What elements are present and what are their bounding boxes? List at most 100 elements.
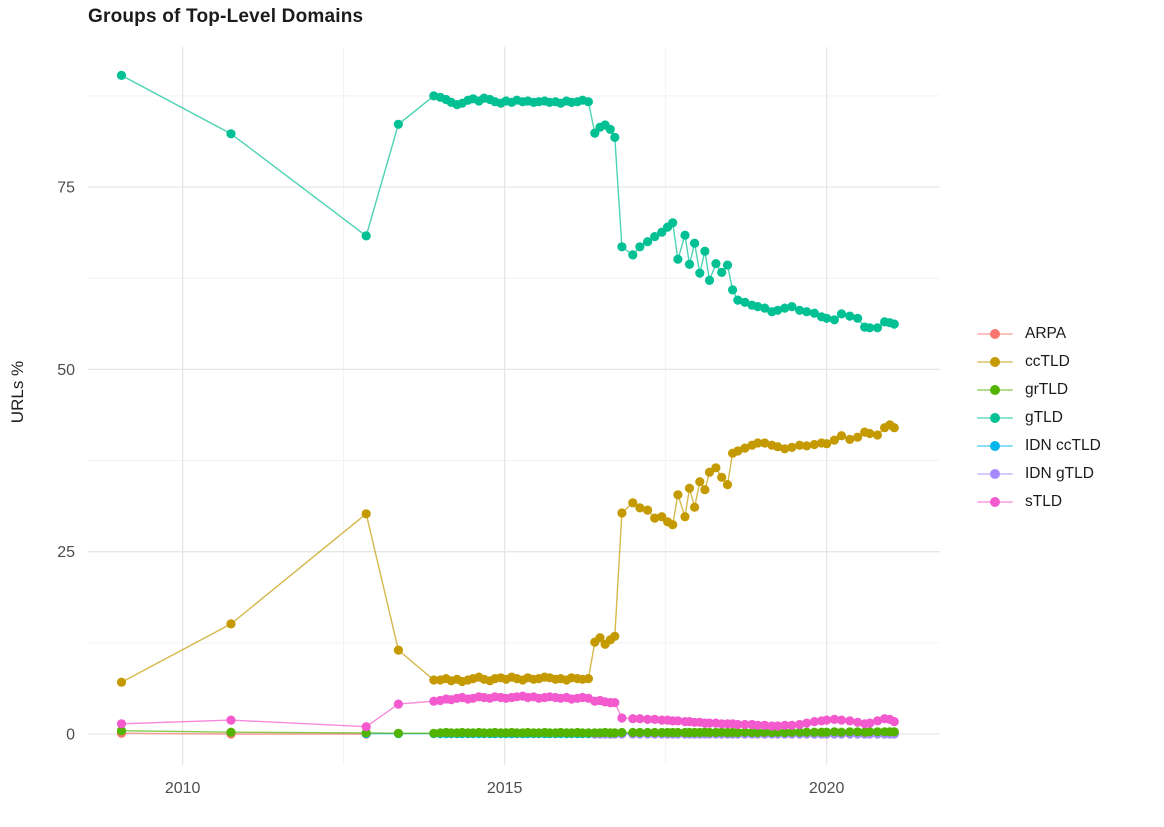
series-stld	[116, 691, 899, 732]
data-point-cctld	[711, 463, 721, 473]
data-point-gtld	[673, 254, 683, 264]
data-point-grtld	[393, 728, 403, 738]
data-point-stld	[787, 720, 797, 730]
series-gtld-line	[121, 74, 895, 329]
series-cctld-line	[121, 423, 895, 683]
data-point-gtld	[836, 309, 847, 319]
data-point-gtld	[226, 129, 236, 139]
series-gtld	[116, 70, 899, 333]
data-point-gtld	[780, 303, 790, 313]
data-point-stld	[845, 716, 855, 726]
data-point-gtld	[717, 267, 727, 277]
data-point-cctld	[822, 439, 832, 449]
data-point-stld	[780, 720, 790, 730]
data-point-stld	[361, 722, 371, 732]
legend-item-stld: sTLD	[977, 488, 1101, 516]
data-point-gtld	[829, 315, 840, 325]
data-point-gtld	[711, 259, 721, 269]
data-point-stld	[773, 721, 783, 731]
series-arpa	[116, 728, 371, 739]
data-point-gtld	[760, 303, 770, 313]
data-point-stld	[822, 715, 832, 725]
data-point-gtld	[650, 232, 660, 242]
data-point-stld	[393, 699, 403, 709]
data-point-grtld	[780, 727, 790, 738]
series-cctld	[116, 420, 899, 687]
data-point-gtld	[753, 302, 763, 312]
data-point-cctld	[865, 428, 875, 439]
data-point-grtld	[704, 727, 715, 738]
data-point-grtld	[650, 727, 660, 738]
data-point-cctld	[780, 444, 790, 454]
data-point-stld	[872, 716, 883, 726]
legend-key-cctld-icon	[977, 357, 1013, 367]
data-point-gtld	[728, 285, 738, 295]
data-point-stld	[635, 714, 645, 724]
x-tick-label: 2020	[809, 780, 845, 797]
data-point-gtld	[704, 275, 715, 285]
data-point-stld	[853, 717, 863, 727]
legend-item-idn-gtld: IDN gTLD	[977, 460, 1101, 488]
legend-label: gTLD	[1025, 409, 1063, 426]
legend-key-stld-icon	[977, 497, 1013, 507]
data-point-grtld	[889, 727, 899, 737]
data-point-gtld	[393, 119, 403, 129]
data-point-cctld	[802, 441, 812, 451]
data-point-grtld	[795, 727, 805, 737]
legend-item-arpa: ARPA	[977, 320, 1101, 348]
data-point-grtld	[829, 727, 840, 737]
data-point-cctld	[836, 431, 847, 441]
data-point-gtld	[361, 231, 371, 241]
data-point-gtld	[610, 132, 620, 142]
data-point-stld	[836, 715, 847, 725]
data-point-cctld	[845, 434, 855, 444]
data-point-grtld	[853, 727, 863, 737]
data-point-stld	[733, 719, 743, 730]
data-point-gtld	[787, 302, 797, 312]
data-point-gtld	[889, 319, 899, 329]
data-point-gtld	[617, 242, 627, 252]
legend-item-cctld: ccTLD	[977, 348, 1101, 376]
legend-item-gtld: gTLD	[977, 404, 1101, 432]
data-point-cctld	[684, 483, 695, 493]
legend-key-grtld-icon	[977, 385, 1013, 395]
data-point-grtld	[617, 727, 627, 738]
data-point-gtld	[773, 305, 783, 315]
data-point-stld	[617, 713, 627, 723]
data-point-gtld	[684, 259, 695, 269]
legend-label: ccTLD	[1025, 353, 1070, 370]
data-point-cctld	[753, 438, 763, 448]
data-point-gtld	[722, 260, 733, 270]
data-point-cctld	[393, 645, 403, 655]
data-point-cctld	[809, 439, 820, 450]
y-tick-label: 75	[57, 180, 75, 197]
data-point-cctld	[829, 435, 840, 445]
data-point-cctld	[116, 677, 127, 687]
data-point-stld	[643, 714, 653, 725]
data-point-grtld	[583, 728, 594, 738]
data-point-grtld	[753, 727, 763, 738]
data-point-cctld	[429, 675, 439, 685]
data-point-stld	[650, 714, 660, 725]
data-point-stld	[116, 719, 127, 729]
data-point-stld	[673, 716, 683, 726]
data-point-stld	[802, 718, 812, 728]
data-point-cctld	[635, 503, 645, 513]
data-point-cctld	[628, 498, 638, 508]
data-point-stld	[809, 717, 820, 727]
data-point-grtld	[643, 727, 653, 738]
data-point-cctld	[226, 619, 236, 629]
data-point-gtld	[690, 238, 700, 248]
data-point-cctld	[610, 631, 620, 641]
data-point-grtld	[760, 727, 770, 737]
data-point-grtld	[226, 727, 236, 737]
data-point-gtld	[700, 246, 710, 256]
data-point-cctld	[673, 490, 683, 500]
gridlines-major	[88, 47, 940, 765]
y-tick-label: 50	[57, 362, 75, 379]
data-point-stld	[829, 714, 840, 725]
legend-label: IDN gTLD	[1025, 465, 1094, 482]
data-point-grtld	[865, 727, 875, 737]
data-point-gtld	[583, 97, 594, 107]
